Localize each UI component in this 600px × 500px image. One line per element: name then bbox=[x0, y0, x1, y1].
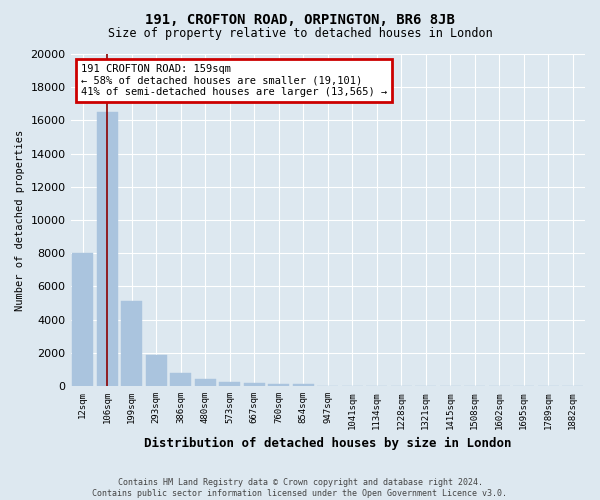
Bar bbox=[268, 384, 289, 386]
Text: 191, CROFTON ROAD, ORPINGTON, BR6 8JB: 191, CROFTON ROAD, ORPINGTON, BR6 8JB bbox=[145, 12, 455, 26]
Bar bbox=[73, 254, 93, 386]
Bar bbox=[146, 356, 167, 386]
Text: 191 CROFTON ROAD: 159sqm
← 58% of detached houses are smaller (19,101)
41% of se: 191 CROFTON ROAD: 159sqm ← 58% of detach… bbox=[81, 64, 387, 97]
Bar bbox=[97, 112, 118, 386]
Bar bbox=[293, 384, 314, 386]
Text: Size of property relative to detached houses in London: Size of property relative to detached ho… bbox=[107, 28, 493, 40]
Bar bbox=[121, 302, 142, 386]
Bar bbox=[244, 384, 265, 386]
Bar bbox=[170, 373, 191, 386]
Bar bbox=[220, 382, 240, 386]
Bar bbox=[195, 379, 215, 386]
X-axis label: Distribution of detached houses by size in London: Distribution of detached houses by size … bbox=[144, 437, 512, 450]
Text: Contains HM Land Registry data © Crown copyright and database right 2024.
Contai: Contains HM Land Registry data © Crown c… bbox=[92, 478, 508, 498]
Y-axis label: Number of detached properties: Number of detached properties bbox=[15, 130, 25, 310]
